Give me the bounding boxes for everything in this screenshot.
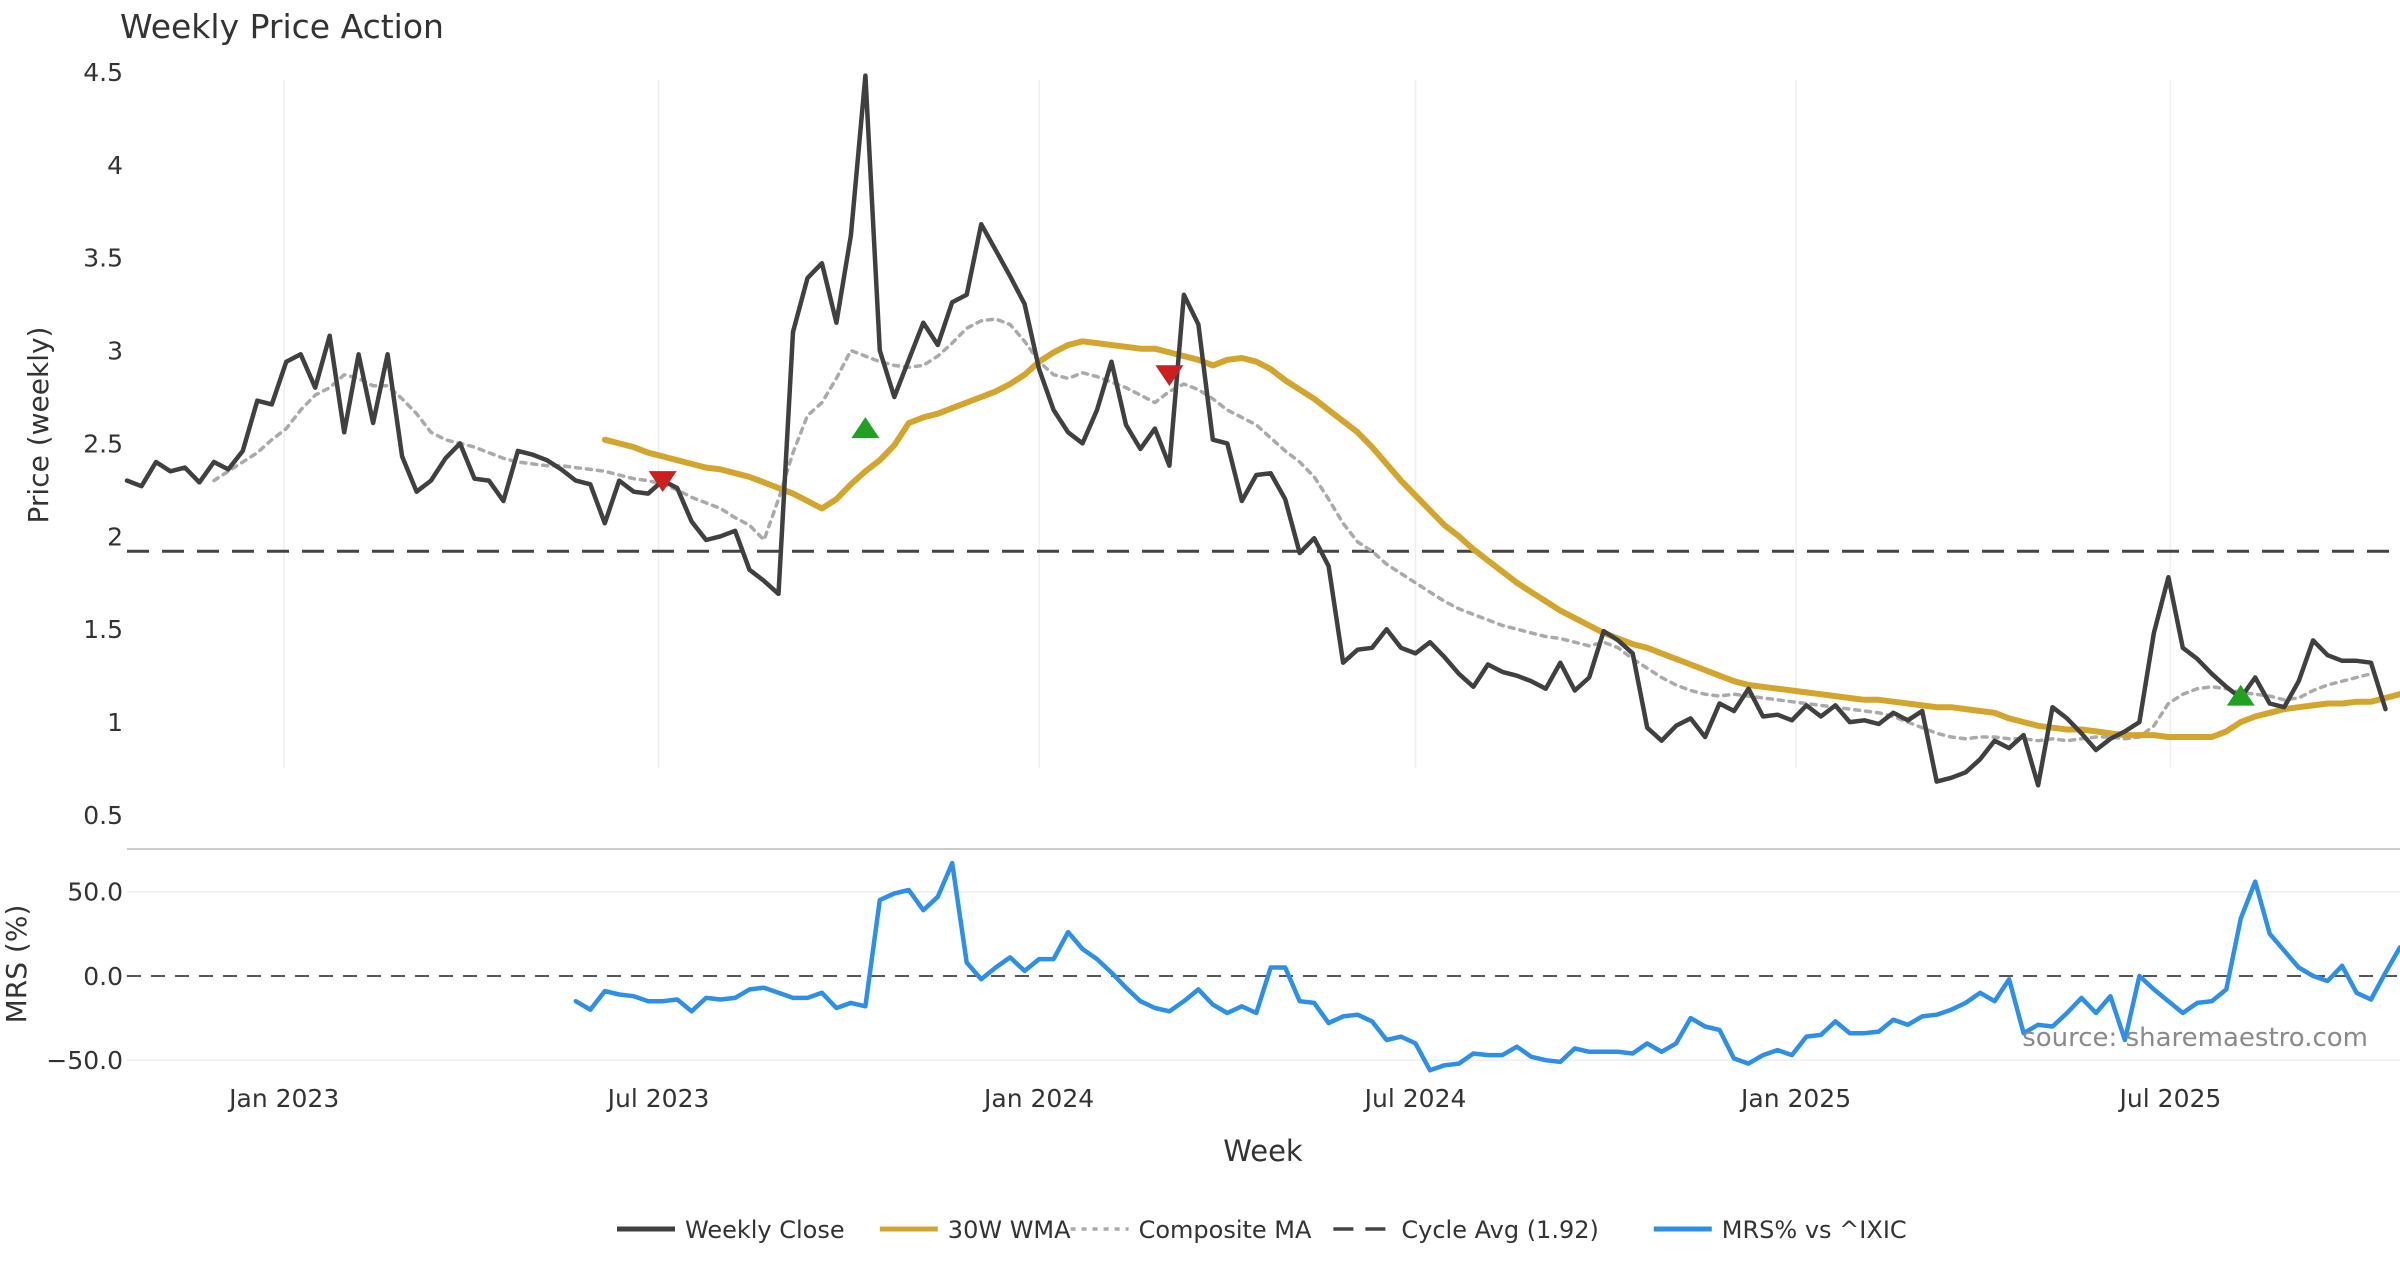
- top-panel-y-ticks: 0.5 1 1.5 2 2.5 3 3.5 4 4.5: [83, 58, 123, 830]
- top-y-tick-label: 2: [107, 522, 123, 551]
- top-y-tick-label: 1: [107, 708, 123, 737]
- top-y-tick-label: 4.5: [83, 58, 123, 87]
- buy-signal-marker: [2226, 684, 2255, 706]
- bottom-panel-y-axis-label: MRS (%): [0, 905, 33, 1024]
- legend-item: 30W WMA: [879, 1216, 1071, 1244]
- legend-item: MRS% vs ^IXIC: [1653, 1216, 1907, 1244]
- x-tick-label: Jan 2023: [227, 1084, 339, 1113]
- sell-signal-marker: [1155, 365, 1184, 387]
- legend-label: Weekly Close: [685, 1216, 845, 1244]
- bottom-y-tick-label: −50.0: [46, 1046, 123, 1075]
- top-panel-series: [124, 73, 2400, 788]
- x-axis-label: Week: [1223, 1134, 1303, 1168]
- series-composite-ma-line: [212, 317, 2373, 743]
- top-panel-y-axis-label: Price (weekly): [22, 327, 55, 524]
- legend-item: Composite MA: [1070, 1216, 1312, 1244]
- series-30w-wma-line: [601, 338, 2400, 740]
- legend: Weekly Close 30W WMA Composite MA Cycle Avg…: [617, 1216, 1907, 1244]
- x-tick-label: Jul 2023: [606, 1084, 710, 1113]
- top-y-tick-label: 3.5: [83, 244, 123, 273]
- legend-label: 30W WMA: [948, 1216, 1071, 1244]
- x-tick-label: Jul 2025: [2118, 1084, 2222, 1113]
- legend-label: Cycle Avg (1.92): [1401, 1216, 1598, 1244]
- top-y-tick-label: 1.5: [83, 615, 123, 644]
- signal-markers: [648, 365, 2255, 706]
- sell-signal-marker: [648, 471, 677, 492]
- series-mrs-line: [573, 860, 2400, 1073]
- legend-label: MRS% vs ^IXIC: [1722, 1216, 1907, 1244]
- top-y-tick-label: 2.5: [83, 429, 123, 458]
- chart-title: Weekly Price Action: [120, 7, 444, 46]
- x-axis-ticks: Jan 2023 Jul 2023 Jan 2024 Jul 2024 Jan 2025…: [227, 1084, 2221, 1113]
- legend-label: Composite MA: [1139, 1216, 1312, 1244]
- bottom-y-tick-label: 0.0: [83, 962, 123, 991]
- top-y-tick-label: 3: [107, 337, 123, 366]
- bottom-panel-series: [573, 860, 2400, 1073]
- x-tick-label: Jul 2024: [1363, 1084, 1467, 1113]
- series-weekly-close-line: [124, 73, 2388, 788]
- legend-item: Weekly Close: [617, 1216, 845, 1244]
- top-panel-gridlines: [283, 80, 2172, 768]
- bottom-panel-y-ticks: 50.0 0.0 −50.0: [46, 878, 123, 1076]
- top-y-tick-label: 4: [107, 151, 123, 180]
- x-tick-label: Jan 2024: [982, 1084, 1094, 1113]
- top-y-tick-label: 0.5: [83, 801, 123, 830]
- legend-item: Cycle Avg (1.92): [1333, 1216, 1599, 1244]
- buy-signal-marker: [851, 417, 880, 439]
- bottom-panel-gridlines: [127, 890, 2400, 1061]
- x-tick-label: Jan 2025: [1739, 1084, 1851, 1113]
- bottom-y-tick-label: 50.0: [67, 878, 123, 907]
- source-note: source: sharemaestro.com: [2022, 1023, 2368, 1053]
